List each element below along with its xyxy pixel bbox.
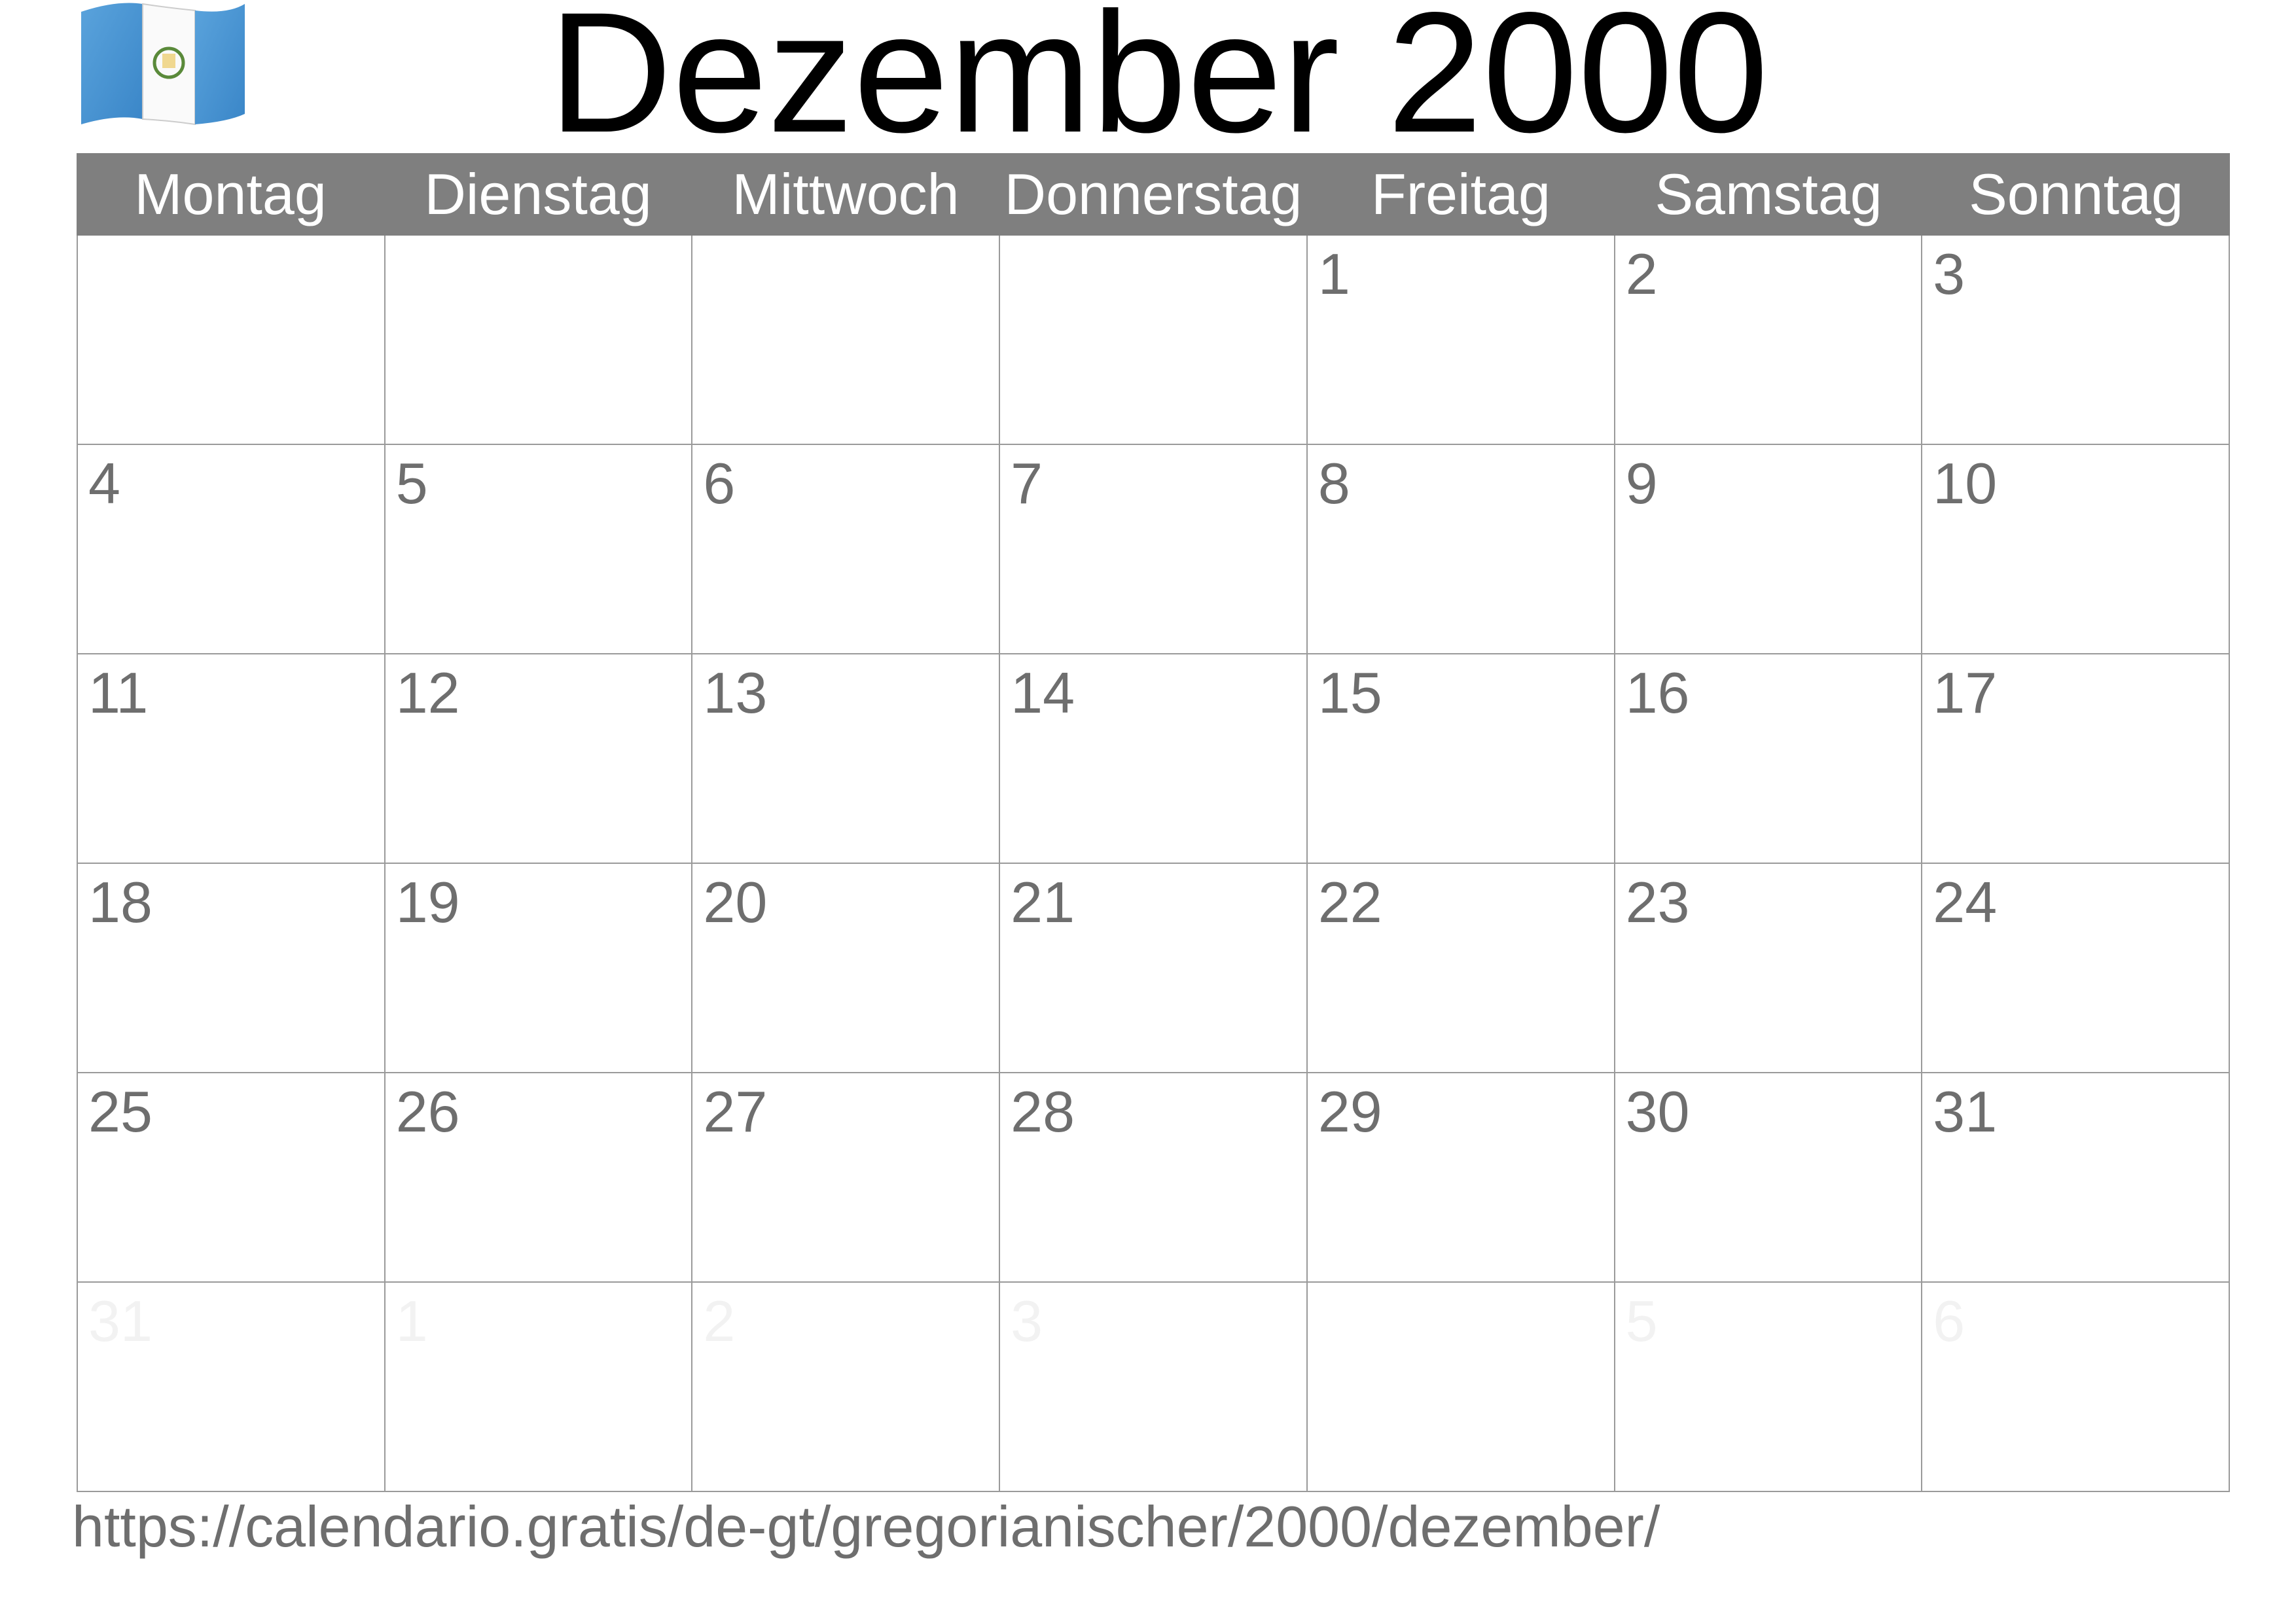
source-url: https://calendario.gratis/de-gt/gregoria… [72, 1494, 1660, 1559]
day-cell: 23 [1615, 864, 1923, 1073]
day-cell: 30 [1615, 1073, 1923, 1283]
weekday-donnerstag: Donnerstag [1004, 162, 1302, 226]
day-cell: 22 [1307, 864, 1615, 1073]
weekday-samstag: Samstag [1655, 162, 1882, 226]
day-number-faded: 31 [88, 1289, 152, 1353]
day-number: 23 [1625, 870, 1690, 935]
day-cell: 14 [1000, 654, 1308, 864]
day-number: 30 [1625, 1079, 1690, 1144]
day-cell-faded: 3 [1000, 1283, 1308, 1492]
calendar-body: 1 2 3 4 5 6 7 8 9 10 11 12 13 14 15 16 17 18 19 20 21 22 23 24 2… [77, 236, 2230, 1492]
day-number: 5 [395, 451, 428, 516]
day-cell: 29 [1307, 1073, 1615, 1283]
day-number: 8 [1318, 451, 1350, 516]
day-cell [385, 236, 693, 445]
day-cell: 5 [385, 445, 693, 654]
guatemala-flag-icon [81, 3, 245, 126]
day-cell: 31 [1922, 1073, 2230, 1283]
weekday-montag: Montag [134, 162, 327, 226]
day-number: 16 [1625, 660, 1690, 725]
day-cell: 27 [692, 1073, 1001, 1283]
day-number-faded: 1 [395, 1289, 428, 1353]
day-number: 22 [1318, 870, 1382, 935]
day-cell-faded: 31 [78, 1283, 386, 1492]
day-cell: 19 [385, 864, 693, 1073]
day-number: 26 [395, 1079, 460, 1144]
day-number: 17 [1933, 660, 1998, 725]
weekday-sonntag: Sonntag [1969, 162, 2183, 226]
day-number-faded: 5 [1625, 1289, 1658, 1353]
page-title: Dezember 2000 [548, 0, 1769, 168]
day-cell: 26 [385, 1073, 693, 1283]
day-cell-faded [1307, 1283, 1615, 1492]
day-cell: 3 [1922, 236, 2230, 445]
day-cell: 18 [78, 864, 386, 1073]
day-number: 3 [1933, 241, 1965, 306]
day-cell: 17 [1922, 654, 2230, 864]
day-cell: 11 [78, 654, 386, 864]
day-cell: 21 [1000, 864, 1308, 1073]
day-cell-faded: 2 [692, 1283, 1001, 1492]
day-number: 31 [1933, 1079, 1998, 1144]
day-cell [1000, 236, 1308, 445]
day-cell: 1 [1307, 236, 1615, 445]
day-number: 4 [88, 451, 120, 516]
day-cell: 25 [78, 1073, 386, 1283]
day-cell-faded: 6 [1922, 1283, 2230, 1492]
day-number: 1 [1318, 241, 1350, 306]
day-number: 2 [1625, 241, 1658, 306]
day-cell: 13 [692, 654, 1001, 864]
day-cell: 9 [1615, 445, 1923, 654]
day-cell-faded: 5 [1615, 1283, 1923, 1492]
day-cell: 20 [692, 864, 1001, 1073]
day-number: 6 [703, 451, 736, 516]
day-number: 21 [1011, 870, 1075, 935]
day-number: 10 [1933, 451, 1998, 516]
day-cell [692, 236, 1001, 445]
day-number-faded: 3 [1011, 1289, 1043, 1353]
day-cell: 12 [385, 654, 693, 864]
day-number: 7 [1011, 451, 1043, 516]
weekday-dienstag: Dienstag [424, 162, 652, 226]
day-cell: 15 [1307, 654, 1615, 864]
day-cell: 4 [78, 445, 386, 654]
day-number: 14 [1011, 660, 1075, 725]
day-number: 27 [703, 1079, 768, 1144]
day-cell [78, 236, 386, 445]
weekday-header: Montag Dienstag Mittwoch Donnerstag Freitag S… [77, 153, 2230, 236]
day-number: 18 [88, 870, 152, 935]
day-number: 11 [88, 660, 149, 725]
day-number: 24 [1933, 870, 1998, 935]
day-number: 20 [703, 870, 768, 935]
day-cell: 7 [1000, 445, 1308, 654]
day-cell: 6 [692, 445, 1001, 654]
day-cell-faded: 1 [385, 1283, 693, 1492]
day-cell: 8 [1307, 445, 1615, 654]
day-cell: 10 [1922, 445, 2230, 654]
day-cell: 2 [1615, 236, 1923, 445]
day-number: 28 [1011, 1079, 1075, 1144]
day-number: 12 [395, 660, 460, 725]
weekday-mittwoch: Mittwoch [732, 162, 960, 226]
day-cell: 24 [1922, 864, 2230, 1073]
day-number-faded: 6 [1933, 1289, 1965, 1353]
day-number: 13 [703, 660, 768, 725]
day-number-faded: 2 [703, 1289, 736, 1353]
day-cell: 28 [1000, 1073, 1308, 1283]
day-number: 25 [88, 1079, 152, 1144]
weekday-freitag: Freitag [1371, 162, 1551, 226]
day-number: 29 [1318, 1079, 1382, 1144]
calendar-grid: Montag Dienstag Mittwoch Donnerstag Freitag S… [77, 153, 2230, 1492]
day-cell: 16 [1615, 654, 1923, 864]
day-number: 19 [395, 870, 460, 935]
day-number: 15 [1318, 660, 1382, 725]
day-number: 9 [1625, 451, 1658, 516]
